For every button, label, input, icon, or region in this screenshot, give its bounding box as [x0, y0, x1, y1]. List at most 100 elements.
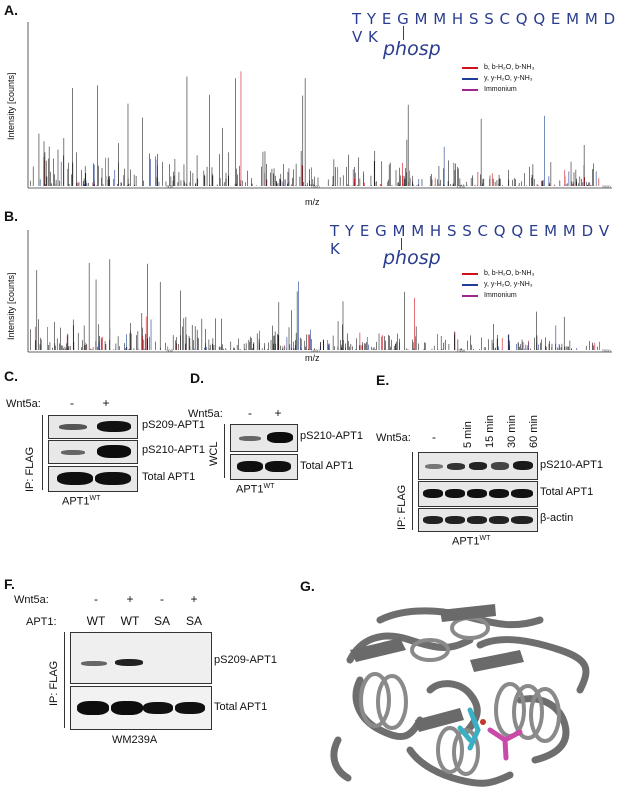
legend-swatch-magenta [462, 294, 478, 297]
x-tick-label: 500 [166, 184, 173, 189]
panel-a-spectrum: 500 1000 1500 2000 [27, 22, 612, 189]
genotype-text: APT1 [452, 535, 480, 548]
panel-f-apt1-lane-4: SA [185, 614, 202, 628]
genotype-text: APT1 [62, 495, 90, 508]
panel-c-treatment: Wnt5a: [6, 398, 41, 410]
band [469, 462, 487, 470]
panel-c-blot-total [48, 466, 138, 492]
genotype-sup: WT [89, 495, 101, 502]
panel-f-treat-lane-2: + [126, 592, 134, 606]
band [95, 472, 131, 485]
panel-f-blot-ps209 [70, 632, 212, 684]
x-tick-label: 1500 [456, 184, 466, 189]
panel-g-label: G. [300, 578, 315, 594]
panel-f-side-label: IP: FLAG [48, 660, 60, 706]
band [489, 516, 509, 524]
panel-c-side-label: IP: FLAG [24, 446, 36, 492]
panel-c-blot-label-2: pS210-APT1 [142, 444, 205, 456]
panel-f-blot-label-1: pS209-APT1 [214, 654, 277, 666]
legend-swatch-magenta [462, 88, 478, 91]
band [237, 461, 263, 472]
panel-f-label: F. [4, 576, 15, 592]
legend-label: Immonium [484, 292, 517, 299]
panel-e-blot-label-1: pS210-APT1 [540, 459, 603, 471]
band [59, 424, 87, 430]
legend-swatch-red [462, 272, 478, 275]
band [143, 702, 173, 714]
panel-d-blot-label-1: pS210-APT1 [300, 430, 363, 442]
panel-f-apt1-lane-3: SA [153, 614, 170, 628]
band [445, 489, 465, 498]
panel-e-blot-label-2: Total APT1 [540, 486, 594, 498]
panel-e-genotype: APT1WT [452, 535, 490, 548]
panel-b-label: B. [4, 208, 18, 224]
panel-a-xlabel: m/z [305, 197, 320, 207]
band [467, 489, 487, 498]
band [425, 464, 443, 469]
panel-a-sequence: T Y E G M M H S S C Q Q E M M D V K [352, 10, 616, 46]
panel-c-blot-ps209 [48, 415, 138, 439]
band [511, 489, 533, 498]
panel-d-treatment: Wnt5a: [188, 408, 223, 420]
band [115, 659, 143, 666]
x-tick-label: 1000 [311, 348, 321, 353]
panel-b-legend: b, b-H₂O, b-NH₃ y, y-H₂O, y-NH₃ Immonium [462, 268, 534, 301]
panel-a-legend: b, b-H₂O, b-NH₃ y, y-H₂O, y-NH₃ Immonium [462, 62, 534, 95]
panel-c-blot-label-1: pS209-APT1 [142, 419, 205, 431]
panel-e-lane-5: 60 min [528, 414, 540, 448]
panel-f-cellline: WM239A [112, 734, 158, 746]
panel-f-treat-lane-4: + [190, 592, 198, 606]
panel-e-blot-actin [418, 508, 538, 532]
panel-b-phosp-stem [401, 238, 402, 250]
band [97, 421, 131, 432]
x-tick-label: 2000 [602, 184, 612, 189]
legend-entry-b: b, b-H₂O, b-NH₃ [462, 268, 534, 279]
panel-d-side-label: WCL [208, 441, 220, 466]
legend-entry-immonium: Immonium [462, 84, 534, 95]
legend-entry-y: y, y-H₂O, y-NH₃ [462, 73, 534, 84]
panel-c-label: C. [4, 368, 18, 384]
band [239, 436, 261, 441]
band [111, 701, 143, 715]
panel-f-blot-label-2: Total APT1 [214, 701, 268, 713]
panel-b-sequence: T Y E G M M H S S C Q Q E M M D V K [330, 222, 610, 258]
panel-f-apt1-lane-2: WT [120, 614, 140, 628]
legend-entry-b: b, b-H₂O, b-NH₃ [462, 62, 534, 73]
band [423, 489, 443, 498]
panel-f-blot-total [70, 686, 212, 730]
band [97, 445, 131, 458]
panel-f-side-bracket [64, 632, 65, 728]
panel-c-lane-2: + [102, 396, 110, 410]
panel-e-blot-ps210 [418, 452, 538, 480]
panel-e-label: E. [376, 372, 390, 388]
panel-e-lane-3: 15 min [484, 414, 496, 448]
band [489, 489, 509, 498]
panel-c-blot-ps210 [48, 440, 138, 464]
legend-label: Immonium [484, 86, 517, 93]
legend-label: y, y-H₂O, y-NH₃ [484, 281, 533, 288]
panel-f-apt1-label: APT1: [26, 616, 57, 628]
panel-e-lane-2: 5 min [462, 421, 474, 448]
panel-c-blot-label-3: Total APT1 [142, 471, 196, 483]
x-tick-label: 2000 [602, 348, 612, 353]
legend-label: b, b-H₂O, b-NH₃ [484, 64, 535, 71]
legend-swatch-blue [462, 77, 478, 80]
legend-swatch-blue [462, 283, 478, 286]
panel-b-spectrum: 500 1000 1500 2000 [27, 230, 612, 353]
legend-label: y, y-H₂O, y-NH₃ [484, 75, 533, 82]
band [175, 702, 205, 714]
band [445, 516, 465, 524]
panel-a-ylabel: Intensity [counts] [6, 72, 16, 140]
legend-label: b, b-H₂O, b-NH₃ [484, 270, 535, 277]
band [423, 516, 443, 524]
band [77, 701, 109, 715]
panel-g-protein-structure [330, 604, 590, 787]
panel-d-blot-label-2: Total APT1 [300, 460, 354, 472]
panel-e-blot-label-3: β-actin [540, 512, 574, 524]
genotype-text: APT1 [236, 483, 264, 496]
panel-d-lane-2: + [274, 406, 282, 420]
panel-a-phosp-stem [403, 26, 404, 40]
panel-e-blot-total [418, 481, 538, 507]
panel-c-genotype: APT1WT [62, 495, 100, 508]
legend-entry-immonium: Immonium [462, 290, 534, 301]
